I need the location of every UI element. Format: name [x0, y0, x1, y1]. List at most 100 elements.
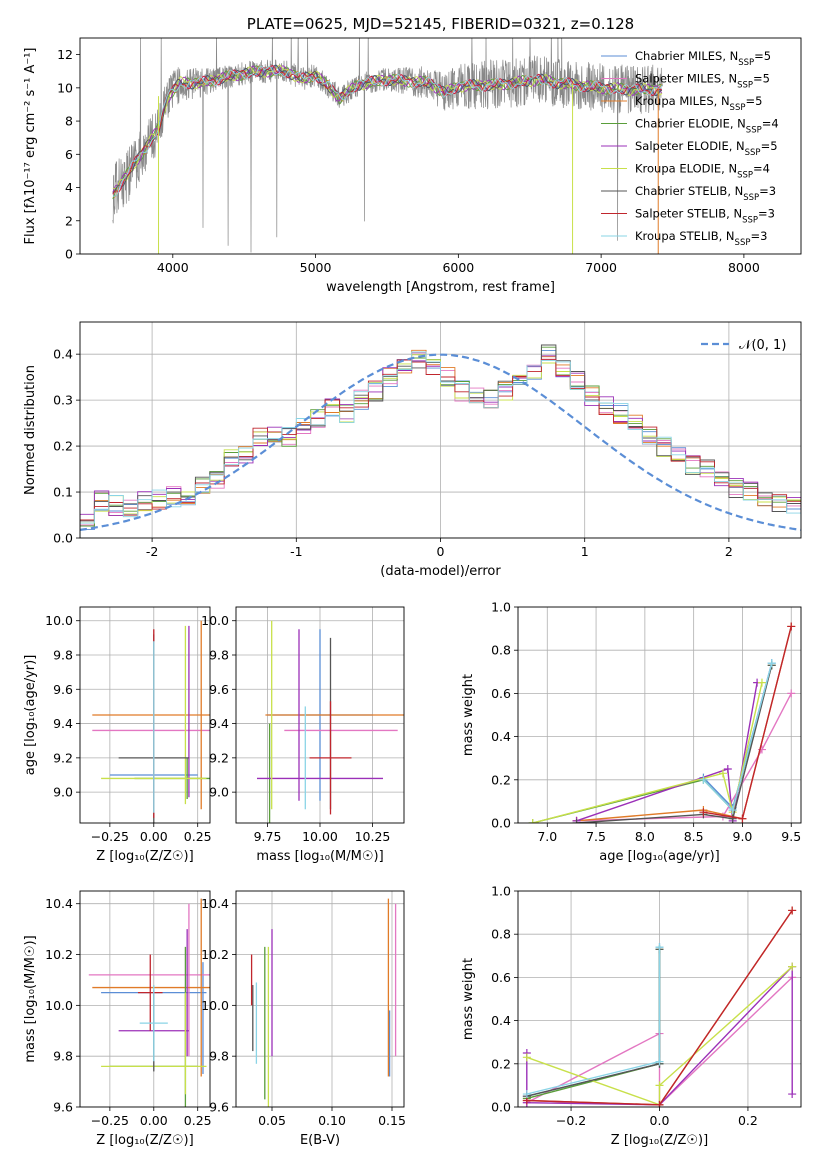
weight-point-sa_stelib [788, 906, 797, 915]
x-tick-label: 0.00 [140, 1113, 168, 1128]
grid-lines [80, 891, 210, 1107]
legend-label: Chabrier STELIB, NSSP=3 [635, 184, 776, 203]
axes-age-vs-z: −0.25 0.00 0.25 9.0 9.2 9.4 9.6 9.8 10.0 Z [log₁₀… [23, 606, 212, 864]
weight-point-kr_elodie [655, 1081, 664, 1090]
weight-point-ch_stelib [572, 819, 581, 823]
legend-label: Salpeter STELIB, NSSP=3 [635, 207, 775, 226]
y-tick-label: 10.0 [45, 998, 73, 1013]
model-line-ch_stelib [112, 64, 662, 194]
y-tick-label: 0.3 [53, 393, 73, 408]
y-tick-label: 0.8 [491, 643, 511, 658]
weight-point-sa_stelib [699, 808, 708, 817]
weight-point-kr_stelib [522, 1090, 531, 1099]
y-tick-label: 10.0 [201, 613, 229, 628]
legend-label: Kroupa STELIB, NSSP=3 [635, 229, 767, 248]
x-tick-label: 9.5 [781, 829, 801, 844]
ticks: −0.2 0.0 0.2 0.0 0.2 0.4 0.6 0.8 1.0 [491, 884, 758, 1129]
weight-point-kr_stelib [767, 659, 776, 668]
x-tick-label: −0.25 [91, 1113, 129, 1128]
y-tick-label: 10.2 [201, 947, 229, 962]
weight-point-kr_elodie [528, 819, 537, 823]
axes-weight-vs-age: 7.0 7.5 8.0 8.5 9.0 9.5 0.0 0.2 0.4 0.6 0.8 1.0 age … [461, 600, 802, 864]
x-tick-label: 5000 [300, 260, 332, 275]
y-tick-label: 4 [65, 180, 73, 195]
y-tick-label: 10 [57, 80, 73, 95]
weight-point-kr_stelib [699, 775, 708, 784]
legend-label: Chabrier ELODIE, NSSP=4 [635, 117, 779, 136]
y-tick-label: 9.8 [53, 1049, 73, 1064]
axes-mass-vs-z: −0.25 0.00 0.25 9.6 9.8 10.0 10.2 10.4 Z [log₁₀(… [23, 890, 212, 1148]
x-tick-label: 8.5 [684, 829, 704, 844]
legend-label: Salpeter MILES, NSSP=5 [635, 72, 770, 91]
axes-weight-vs-z: −0.2 0.0 0.2 0.0 0.2 0.4 0.6 0.8 1.0 Z [log₁₀(Z/Z… [461, 884, 802, 1148]
x-tick-label: 9.0 [733, 829, 753, 844]
x-axis-label: age [log₁₀(age/yr)] [599, 849, 720, 864]
weight-point-kr_stelib [655, 943, 664, 952]
axes-mass-vs-ebv: 0.05 0.10 0.15 9.6 9.8 10.0 10.2 10.4 E(B-V) [201, 890, 406, 1148]
observed-spectrum-line [112, 38, 663, 253]
y-tick-label: 0.6 [491, 686, 511, 701]
y-tick-label: 0.4 [491, 729, 511, 744]
histogram-kr_stelib [80, 351, 801, 538]
weight-line-ch_stelib [526, 949, 661, 1097]
y-axis-label: mass weight [461, 958, 476, 1040]
x-tick-label: 0 [437, 544, 445, 559]
plot-area [80, 891, 210, 1107]
axes-residuals: -2 -1 0 1 2 0.0 0.1 0.2 0.3 0.4 (data-model)/error… [23, 321, 802, 579]
weight-point-sa_miles [787, 689, 796, 698]
y-tick-label: 9.6 [209, 682, 229, 697]
grid-lines [236, 891, 404, 1107]
weight-point-sa_elodie [723, 765, 732, 773]
plot-area [518, 891, 801, 1107]
plot-area [112, 38, 663, 254]
weight-line-sa_miles [526, 976, 793, 1107]
y-tick-label: 9.4 [53, 716, 73, 731]
model-line-sa_stelib [112, 65, 662, 195]
x-tick-label: 0.25 [184, 829, 212, 844]
axes-frame [79, 321, 802, 539]
ticks: 9.75 10.00 10.25 9.0 9.2 9.4 9.6 9.8 10.0 [201, 613, 390, 844]
weight-line-ch_miles [526, 947, 661, 1097]
legend: Chabrier MILES, NSSP=5 Salpeter MILES, NS… [601, 49, 779, 248]
y-tick-label: 10.0 [201, 998, 229, 1013]
axes-frame [235, 890, 405, 1108]
grid-lines [518, 607, 801, 823]
x-axis-label: Z [log₁₀(Z/Z☉)] [611, 1133, 708, 1148]
ticks: 0.05 0.10 0.15 9.6 9.8 10.0 10.2 10.4 [201, 896, 406, 1128]
model-line-kr_stelib [112, 66, 663, 197]
x-tick-label: 0.05 [258, 1113, 286, 1128]
x-tick-label: 1 [581, 544, 589, 559]
weight-point-sa_stelib [787, 622, 796, 631]
x-tick-label: 0.25 [184, 1113, 212, 1128]
x-tick-label: 8.0 [635, 829, 655, 844]
y-tick-label: 12 [57, 47, 73, 62]
y-tick-label: 0.2 [53, 439, 73, 454]
x-tick-label: 0.0 [650, 1113, 670, 1128]
ticks: −0.25 0.00 0.25 9.6 9.8 10.0 10.2 10.4 [45, 896, 211, 1128]
weight-line-ch_elodie [526, 949, 661, 1100]
y-tick-label: 0.4 [53, 347, 73, 362]
y-tick-label: 9.0 [53, 785, 73, 800]
legend-label: Kroupa ELODIE, NSSP=4 [635, 162, 770, 181]
plot-area [518, 607, 801, 823]
y-tick-label: 9.6 [53, 1100, 73, 1115]
ticks: −0.25 0.00 0.25 9.0 9.2 9.4 9.6 9.8 10.0 [45, 613, 211, 844]
weight-line-sa_stelib [703, 626, 792, 820]
x-tick-label: 10.00 [302, 829, 338, 844]
x-tick-label: -2 [146, 544, 158, 559]
y-tick-label: 0.0 [491, 816, 511, 831]
y-tick-label: 9.2 [209, 750, 229, 765]
x-axis-label: mass [log₁₀(M/M☉)] [256, 849, 383, 864]
axes-frame [79, 37, 802, 255]
weight-point-kr_stelib [655, 1057, 664, 1066]
weight-line-kr_miles [576, 626, 792, 822]
plot-area [80, 322, 801, 538]
weight-point-sa_stelib [738, 814, 747, 823]
x-tick-label: 8000 [728, 260, 760, 275]
x-axis-label: (data-model)/error [380, 564, 501, 579]
x-tick-label: 0.2 [738, 1113, 758, 1128]
axes-frame [79, 606, 211, 824]
weight-point-kr_elodie [788, 962, 797, 971]
weight-point-kr_elodie [757, 678, 766, 687]
y-tick-label: 10.2 [45, 947, 73, 962]
